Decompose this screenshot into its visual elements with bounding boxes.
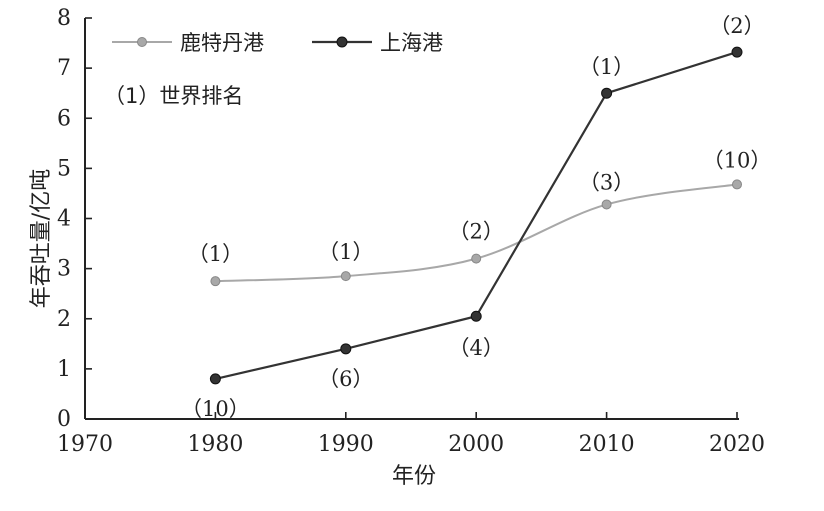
- rotterdam-point: [732, 179, 742, 190]
- axes: 0 1 2 3 4 5 6 7 8 1970 1980 1990 2000 2010 2020 年份 年吞吐量/…: [29, 6, 765, 489]
- rank-note: （1）世界排名: [104, 84, 243, 108]
- shanghai-rank-label: （6）: [318, 367, 373, 391]
- rotterdam-point: [471, 253, 482, 264]
- shanghai-point: [209, 373, 221, 385]
- legend-marker-rotterdam: [137, 37, 147, 47]
- rotterdam-point: [601, 199, 612, 210]
- rank-labels-layer: （1） （1） （2） （3） （10） （10） （6） （4） （1） （2）: [181, 14, 771, 421]
- rotterdam-point: [340, 271, 351, 282]
- shanghai-point: [340, 343, 352, 355]
- x-tick-label: 2010: [579, 432, 635, 457]
- rotterdam-rank-label: （1）: [318, 240, 373, 264]
- y-tick-label: 2: [57, 307, 71, 332]
- y-tick-label: 8: [57, 6, 71, 31]
- y-axis-label: 年吞吐量/亿吨: [29, 169, 54, 308]
- series-line-shanghai: [215, 51, 738, 380]
- shanghai-rank-label: （10）: [181, 397, 250, 421]
- shanghai-point: [470, 310, 482, 322]
- y-tick-label: 5: [57, 156, 71, 181]
- rotterdam-rank-label: （3）: [579, 170, 634, 194]
- x-tick-label: 2020: [709, 432, 765, 457]
- legend-marker-shanghai: [336, 36, 348, 48]
- rotterdam-rank-label: （2）: [449, 220, 504, 244]
- shanghai-point: [601, 87, 613, 99]
- legend: 鹿特丹港 上海港 （1）世界排名: [104, 31, 443, 108]
- y-tick-label: 3: [57, 257, 71, 282]
- y-tick-label: 4: [57, 207, 71, 232]
- legend-label-shanghai: 上海港: [380, 31, 443, 55]
- shanghai-rank-label: （1）: [579, 55, 634, 79]
- x-tick-label: 1970: [57, 432, 113, 457]
- x-tick-label: 1980: [187, 432, 243, 457]
- rotterdam-rank-label: （1）: [188, 242, 243, 266]
- y-tick-label: 1: [57, 357, 71, 382]
- rotterdam-rank-label: （10）: [703, 148, 772, 172]
- y-tick-label: 6: [57, 106, 71, 131]
- rotterdam-point: [210, 276, 221, 287]
- x-tick-label: 1990: [318, 432, 374, 457]
- shanghai-rank-label: （2）: [709, 14, 764, 38]
- x-tick-label: 2000: [448, 432, 504, 457]
- shanghai-point: [731, 46, 743, 58]
- x-axis-label: 年份: [392, 464, 436, 489]
- legend-label-rotterdam: 鹿特丹港: [180, 31, 264, 55]
- y-tick-label: 7: [57, 56, 71, 81]
- y-tick-label: 0: [57, 407, 71, 432]
- shanghai-rank-label: （4）: [449, 336, 504, 360]
- series-layer: [209, 46, 743, 385]
